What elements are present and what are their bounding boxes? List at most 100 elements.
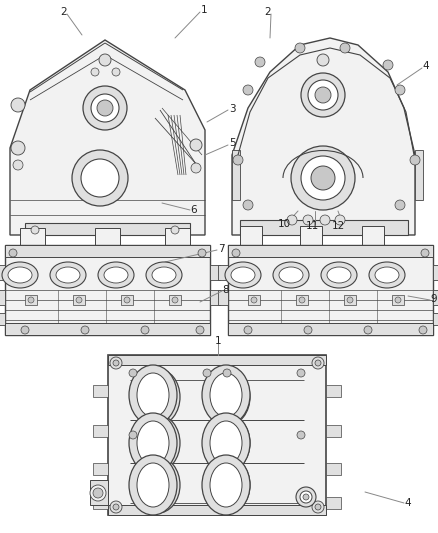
Circle shape	[124, 297, 130, 303]
Ellipse shape	[202, 413, 250, 473]
Circle shape	[315, 360, 321, 366]
Circle shape	[347, 297, 353, 303]
Circle shape	[110, 357, 122, 369]
Ellipse shape	[327, 267, 351, 283]
Bar	[296, 295, 308, 305]
Bar	[93, 497, 108, 509]
Bar	[433, 290, 438, 305]
Bar	[93, 463, 108, 475]
Text: 9: 9	[431, 294, 437, 304]
Circle shape	[255, 57, 265, 67]
Bar	[95, 228, 120, 246]
Ellipse shape	[137, 373, 169, 417]
Circle shape	[251, 297, 257, 303]
Text: 11: 11	[305, 221, 318, 231]
Ellipse shape	[136, 415, 180, 471]
Bar	[0, 290, 5, 305]
Bar	[0, 313, 5, 325]
Ellipse shape	[98, 262, 134, 288]
Ellipse shape	[202, 365, 250, 425]
Polygon shape	[10, 40, 205, 235]
Circle shape	[395, 85, 405, 95]
Bar	[326, 385, 341, 397]
Bar	[228, 245, 433, 335]
Circle shape	[410, 155, 420, 165]
Ellipse shape	[213, 423, 243, 463]
Circle shape	[113, 360, 119, 366]
Ellipse shape	[231, 267, 255, 283]
Ellipse shape	[225, 262, 261, 288]
Ellipse shape	[210, 463, 242, 507]
Circle shape	[11, 98, 25, 112]
Text: 6: 6	[191, 205, 197, 215]
Circle shape	[291, 146, 355, 210]
Circle shape	[129, 431, 137, 439]
Text: 3: 3	[229, 104, 235, 114]
Bar	[228, 323, 433, 335]
Bar	[121, 295, 133, 305]
Circle shape	[299, 297, 305, 303]
Ellipse shape	[129, 365, 177, 425]
Text: 2: 2	[61, 7, 67, 17]
Polygon shape	[232, 38, 415, 235]
Text: 5: 5	[229, 138, 235, 148]
Circle shape	[191, 163, 201, 173]
Bar	[108, 505, 326, 515]
Circle shape	[383, 60, 393, 70]
Bar	[232, 150, 240, 200]
Circle shape	[295, 43, 305, 53]
Ellipse shape	[146, 262, 182, 288]
Bar	[344, 295, 356, 305]
Circle shape	[317, 54, 329, 66]
Bar	[218, 290, 228, 305]
Ellipse shape	[210, 373, 242, 417]
Circle shape	[11, 141, 25, 155]
Circle shape	[83, 86, 127, 130]
Text: 12: 12	[332, 221, 345, 231]
Bar	[300, 226, 322, 246]
Bar	[0, 265, 5, 280]
Bar	[240, 226, 262, 246]
Bar	[392, 295, 404, 305]
Circle shape	[93, 488, 103, 498]
Circle shape	[99, 54, 111, 66]
Bar	[5, 245, 210, 257]
Circle shape	[364, 326, 372, 334]
Circle shape	[340, 43, 350, 53]
Bar	[210, 265, 220, 280]
Bar	[240, 220, 408, 235]
Circle shape	[301, 73, 345, 117]
Bar	[5, 245, 210, 335]
Circle shape	[113, 504, 119, 510]
Bar	[362, 226, 384, 246]
Circle shape	[243, 200, 253, 210]
Bar	[169, 295, 181, 305]
Circle shape	[395, 297, 401, 303]
Bar	[108, 355, 326, 515]
Circle shape	[203, 369, 211, 377]
Circle shape	[297, 431, 305, 439]
Bar	[248, 295, 260, 305]
Circle shape	[81, 159, 119, 197]
Circle shape	[287, 215, 297, 225]
Circle shape	[13, 160, 23, 170]
Circle shape	[308, 80, 338, 110]
Circle shape	[335, 215, 345, 225]
Ellipse shape	[321, 262, 357, 288]
Bar	[25, 223, 190, 235]
Circle shape	[81, 326, 89, 334]
Circle shape	[172, 297, 178, 303]
Ellipse shape	[206, 369, 250, 425]
Circle shape	[395, 200, 405, 210]
Ellipse shape	[2, 262, 38, 288]
Bar	[93, 385, 108, 397]
Circle shape	[112, 68, 120, 76]
Ellipse shape	[206, 457, 250, 513]
Circle shape	[76, 297, 82, 303]
Bar	[326, 425, 341, 437]
Circle shape	[303, 494, 309, 500]
Bar	[90, 480, 108, 505]
Ellipse shape	[210, 421, 242, 465]
Circle shape	[110, 501, 122, 513]
Bar	[326, 497, 341, 509]
